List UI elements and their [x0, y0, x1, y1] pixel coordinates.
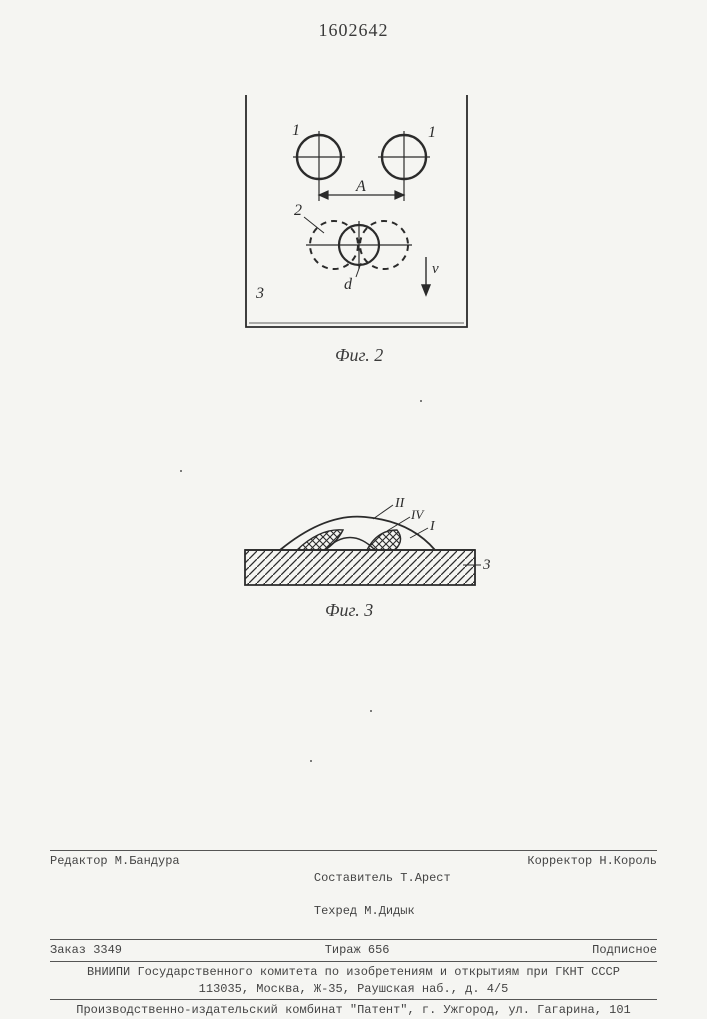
label-v: v	[432, 261, 439, 277]
speck	[420, 400, 422, 402]
tirazh: Тираж 656	[325, 942, 390, 959]
label-I: I	[429, 519, 436, 534]
label-d: d	[344, 276, 353, 293]
speck	[370, 710, 372, 712]
korrektor: Корректор Н.Король	[527, 853, 657, 937]
redaktor: Редактор М.Бандура	[50, 853, 180, 937]
speck	[310, 760, 312, 762]
figure-2-svg: 1 1 A 2	[244, 95, 469, 335]
document-number: 1602642	[319, 20, 389, 41]
vniiipi-line1: ВНИИПИ Государственного комитета по изоб…	[50, 964, 657, 981]
page: 1602642 1 1	[0, 0, 707, 1000]
label-1b: 1	[428, 124, 436, 141]
vniiipi-line2: 113035, Москва, Ж-35, Раушская наб., д. …	[50, 981, 657, 998]
label-II: II	[394, 496, 406, 511]
figure-2: 1 1 A 2	[244, 95, 469, 330]
tehred: Техред М.Дидык	[314, 904, 415, 918]
zakaz: Заказ 3349	[50, 942, 122, 959]
figure-2-caption: Фиг. 2	[335, 345, 383, 366]
figure-3-caption: Фиг. 3	[325, 600, 373, 621]
sostavitel: Составитель Т.Арест	[314, 871, 451, 885]
label-3b: 3	[482, 557, 491, 573]
figure-3-svg: II IV I 3	[225, 495, 495, 595]
speck	[180, 470, 182, 472]
label-1a: 1	[292, 122, 300, 139]
label-A: A	[355, 178, 366, 195]
footer: Редактор М.Бандура Составитель Т.Арест Т…	[50, 848, 657, 1019]
proizv: Производственно-издательский комбинат "П…	[50, 1002, 657, 1019]
label-3: 3	[255, 285, 264, 302]
label-2: 2	[294, 202, 302, 219]
label-IV: IV	[410, 507, 425, 522]
podpisnoe: Подписное	[592, 942, 657, 959]
figure-3: II IV I 3	[225, 495, 495, 595]
